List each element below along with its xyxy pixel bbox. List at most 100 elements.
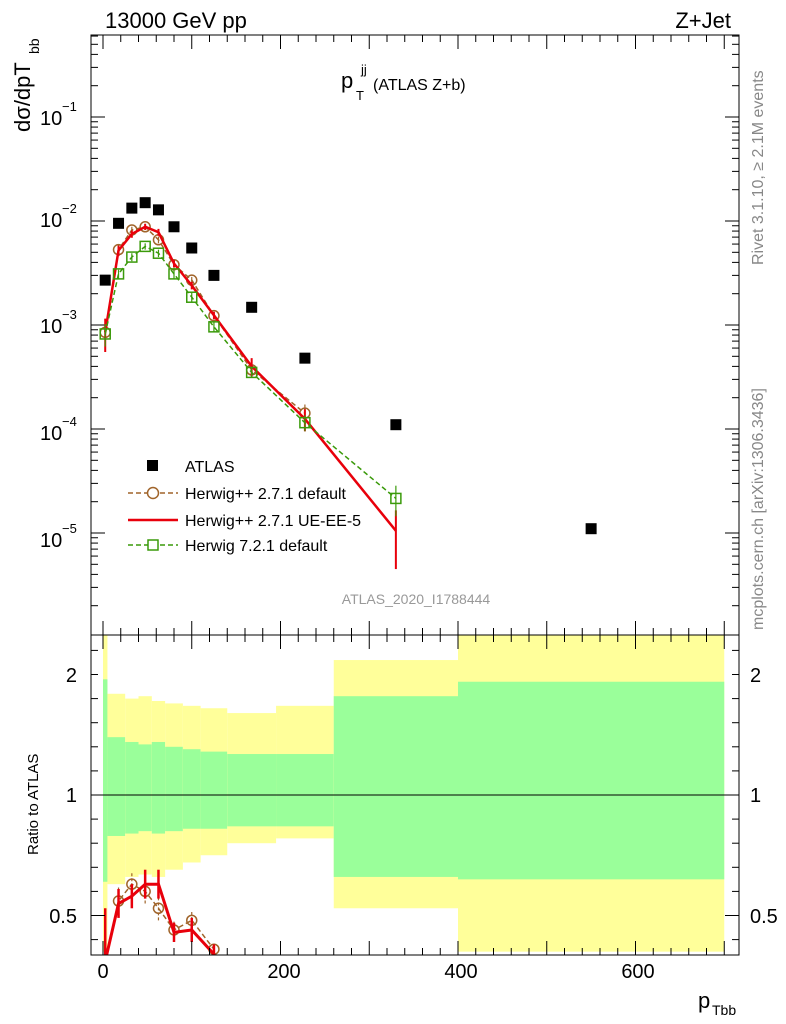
legend-label-atlas: ATLAS bbox=[185, 459, 235, 476]
header-right-label: Z+Jet bbox=[675, 8, 731, 33]
data-point bbox=[168, 258, 180, 271]
main-series bbox=[99, 197, 597, 570]
data-point bbox=[168, 221, 180, 233]
xlabel-p: p bbox=[698, 988, 710, 1013]
main-title-sub: T bbox=[356, 88, 364, 103]
ratio-bands bbox=[103, 635, 725, 952]
data-point bbox=[299, 352, 311, 364]
ratio-ytick-label-left: 2 bbox=[66, 665, 77, 687]
ratio-band-inner bbox=[138, 744, 152, 832]
legend-entry-herwigpp-default: Herwig++ 2.7.1 default bbox=[128, 486, 347, 503]
rivet-version-label: Rivet 3.1.10, ≥ 2.1M events bbox=[750, 70, 767, 265]
ratio-xtick-label: 400 bbox=[444, 961, 477, 983]
mcplots-source-label: mcplots.cern.ch [arXiv:1306.3436] bbox=[750, 388, 767, 630]
main-ytick-exp: −5 bbox=[62, 521, 77, 536]
ratio-ytick-label-right: 0.5 bbox=[750, 906, 778, 928]
data-point bbox=[112, 268, 125, 280]
data-point bbox=[186, 242, 198, 254]
ratio-band-inner bbox=[200, 751, 228, 829]
main-ytick-exp: −4 bbox=[62, 414, 77, 429]
data-point bbox=[208, 321, 220, 333]
legend-marker-herwig7 bbox=[147, 539, 159, 551]
ratio-band-inner bbox=[276, 754, 334, 827]
main-title-rest: (ATLAS Z+b) bbox=[373, 77, 466, 94]
main-ylabel: dσ/dpT bb bbox=[10, 38, 42, 132]
ratio-ytick-label-right: 2 bbox=[750, 665, 761, 687]
ratio-xtick-labels: 0 200 400 600 bbox=[97, 961, 654, 983]
data-point bbox=[99, 274, 111, 286]
main-ytick-label: 10−2 bbox=[40, 201, 77, 232]
main-ytick-mant: 10 bbox=[40, 316, 62, 338]
data-point bbox=[186, 291, 198, 303]
ratio-ytick-label-right: 1 bbox=[750, 785, 761, 807]
ratio-line bbox=[105, 883, 215, 955]
ratio-panel: Ratio to ATLAS 0.5 1 2 0.5 1 2 0 200 400… bbox=[25, 634, 778, 1018]
data-point bbox=[139, 197, 151, 209]
xlabel-sub: Tbb bbox=[712, 1002, 736, 1018]
main-ytick-exp: −3 bbox=[62, 307, 77, 322]
ratio-band-inner bbox=[227, 754, 277, 827]
ratio-point bbox=[152, 902, 165, 915]
main-ytick-exp: −2 bbox=[62, 201, 77, 216]
data-point bbox=[585, 523, 597, 535]
legend-label-herwigpp-ueee5: Herwig++ 2.7.1 UE-EE-5 bbox=[185, 513, 361, 530]
data-point bbox=[99, 328, 111, 340]
main-ylabel-sub: bb bbox=[26, 38, 42, 54]
ratio-band-inner bbox=[151, 741, 166, 834]
main-ticks bbox=[91, 35, 739, 635]
legend-marker-herwigpp-default bbox=[146, 486, 160, 500]
data-point bbox=[246, 301, 258, 313]
data-point bbox=[126, 202, 138, 214]
ratio-band-inner bbox=[333, 696, 458, 877]
legend-entry-herwigpp-ueee5: Herwig++ 2.7.1 UE-EE-5 bbox=[128, 513, 361, 530]
main-ytick-label: 10−1 bbox=[40, 99, 77, 130]
data-point bbox=[126, 251, 138, 263]
data-point bbox=[168, 268, 180, 280]
data-point bbox=[208, 309, 220, 322]
main-ytick-mant: 10 bbox=[40, 210, 62, 232]
analysis-watermark: ATLAS_2020_I1788444 bbox=[342, 591, 491, 607]
legend-marker-atlas bbox=[147, 460, 158, 471]
data-point bbox=[152, 204, 164, 216]
ratio-band-inner bbox=[182, 749, 201, 829]
data-point bbox=[390, 419, 402, 431]
legend-label-herwigpp-default: Herwig++ 2.7.1 default bbox=[185, 486, 347, 503]
main-ytick-label: 10−3 bbox=[40, 307, 77, 338]
ratio-band-inner bbox=[165, 746, 183, 832]
data-point bbox=[208, 269, 220, 281]
main-ytick-exp: −1 bbox=[62, 99, 77, 114]
main-ytick-mant: 10 bbox=[40, 108, 62, 130]
main-title-sup: jj bbox=[360, 62, 367, 77]
ratio-ylabel: Ratio to ATLAS bbox=[25, 754, 42, 855]
ratio-ticks bbox=[91, 635, 739, 955]
data-point bbox=[113, 217, 125, 229]
ratio-ytick-label-left: 1 bbox=[66, 785, 77, 807]
ratio-ytick-labels: 0.5 1 2 0.5 1 2 bbox=[49, 665, 778, 928]
main-panel: p jj T (ATLAS Z+b) dσ/dpT bb 10−5 10−4 1… bbox=[10, 34, 740, 636]
legend-entry-herwig7: Herwig 7.2.1 default bbox=[128, 538, 328, 555]
series-0 bbox=[99, 197, 597, 535]
ratio-band-inner bbox=[458, 681, 725, 880]
data-point bbox=[152, 247, 165, 259]
legend-label-herwig7: Herwig 7.2.1 default bbox=[185, 538, 328, 555]
ratio-series-group bbox=[103, 869, 220, 955]
data-point bbox=[139, 240, 151, 253]
ratio-band-inner bbox=[107, 737, 126, 836]
ratio-xtick-label: 200 bbox=[267, 961, 300, 983]
ratio-ytick-label-left: 0.5 bbox=[49, 906, 77, 928]
legend: ATLAS Herwig++ 2.7.1 default Herwig++ 2.… bbox=[128, 459, 361, 555]
series-3 bbox=[99, 240, 402, 517]
ratio-line bbox=[105, 882, 216, 955]
ratio-xtick-label: 600 bbox=[621, 961, 654, 983]
ratio-band-inner bbox=[103, 679, 108, 882]
main-ytick-mant: 10 bbox=[40, 530, 62, 552]
legend-entry-atlas: ATLAS bbox=[147, 459, 235, 476]
ratio-xtick-label: 0 bbox=[97, 961, 108, 983]
main-ytick-label: 10−4 bbox=[40, 414, 77, 445]
data-point bbox=[139, 221, 151, 233]
data-point bbox=[390, 492, 402, 505]
ratio-series-1 bbox=[103, 869, 216, 955]
header-left-label: 13000 GeV pp bbox=[105, 8, 247, 33]
main-title-p: p bbox=[341, 68, 353, 93]
